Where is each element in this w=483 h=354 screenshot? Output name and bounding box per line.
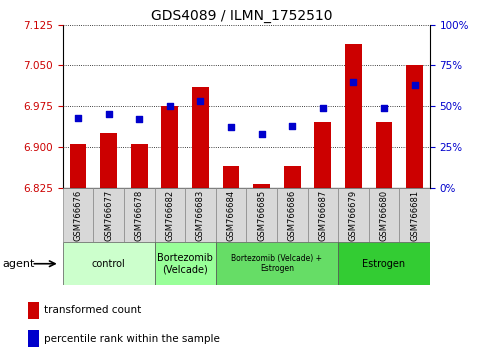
Bar: [155, 188, 185, 242]
Text: agent: agent: [2, 259, 35, 269]
Point: [227, 125, 235, 130]
Point: [105, 112, 113, 117]
Bar: [369, 188, 399, 242]
Bar: [155, 242, 216, 285]
Bar: [124, 188, 155, 242]
Bar: [216, 188, 246, 242]
Text: GSM766681: GSM766681: [410, 189, 419, 241]
Bar: [161, 106, 178, 188]
Point: [166, 103, 174, 109]
Text: GSM766684: GSM766684: [227, 189, 236, 241]
Text: GSM766677: GSM766677: [104, 189, 113, 241]
Text: GSM766687: GSM766687: [318, 189, 327, 241]
Bar: [28, 330, 40, 347]
Text: GSM766679: GSM766679: [349, 189, 358, 241]
Text: transformed count: transformed count: [44, 306, 141, 315]
Point: [319, 105, 327, 111]
Bar: [63, 242, 155, 285]
Text: Estrogen: Estrogen: [362, 259, 406, 269]
Bar: [192, 87, 209, 188]
Bar: [399, 188, 430, 242]
Point: [135, 116, 143, 122]
Point: [380, 105, 388, 111]
Point: [74, 115, 82, 120]
Bar: [277, 188, 308, 242]
Bar: [63, 188, 93, 242]
Bar: [70, 144, 86, 188]
Bar: [185, 188, 216, 242]
Bar: [338, 188, 369, 242]
Bar: [345, 44, 362, 188]
Bar: [28, 302, 40, 319]
Point: [258, 131, 266, 137]
Bar: [246, 188, 277, 242]
Point: [411, 82, 418, 88]
Point: [197, 98, 204, 104]
Bar: [100, 133, 117, 188]
Point: [288, 123, 296, 129]
Bar: [338, 242, 430, 285]
Bar: [216, 242, 338, 285]
Bar: [223, 166, 240, 188]
Point: [350, 79, 357, 85]
Text: GSM766686: GSM766686: [288, 189, 297, 241]
Bar: [93, 188, 124, 242]
Text: Bortezomib (Velcade) +
Estrogen: Bortezomib (Velcade) + Estrogen: [231, 254, 323, 273]
Text: Bortezomib
(Velcade): Bortezomib (Velcade): [157, 253, 213, 275]
Bar: [253, 184, 270, 188]
Text: GSM766682: GSM766682: [165, 189, 174, 241]
Bar: [308, 188, 338, 242]
Text: percentile rank within the sample: percentile rank within the sample: [44, 334, 220, 344]
Text: control: control: [92, 259, 126, 269]
Text: GDS4089 / ILMN_1752510: GDS4089 / ILMN_1752510: [151, 9, 332, 23]
Text: GSM766676: GSM766676: [73, 189, 83, 241]
Text: GSM766685: GSM766685: [257, 189, 266, 241]
Bar: [284, 166, 300, 188]
Bar: [376, 122, 392, 188]
Bar: [131, 144, 148, 188]
Text: GSM766683: GSM766683: [196, 189, 205, 241]
Text: GSM766678: GSM766678: [135, 189, 144, 241]
Text: GSM766680: GSM766680: [380, 189, 388, 241]
Bar: [406, 65, 423, 188]
Bar: [314, 122, 331, 188]
